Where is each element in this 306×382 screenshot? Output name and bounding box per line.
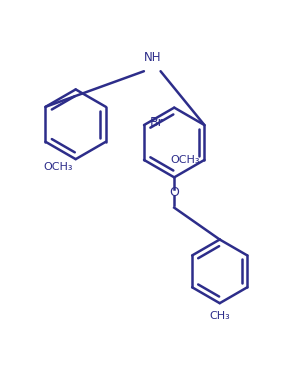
Text: NH: NH — [144, 51, 162, 64]
Text: OCH₃: OCH₃ — [170, 155, 200, 165]
Text: OCH₃: OCH₃ — [43, 162, 73, 172]
Text: O: O — [169, 186, 179, 199]
Text: CH₃: CH₃ — [209, 311, 230, 321]
Text: Br: Br — [150, 115, 164, 128]
